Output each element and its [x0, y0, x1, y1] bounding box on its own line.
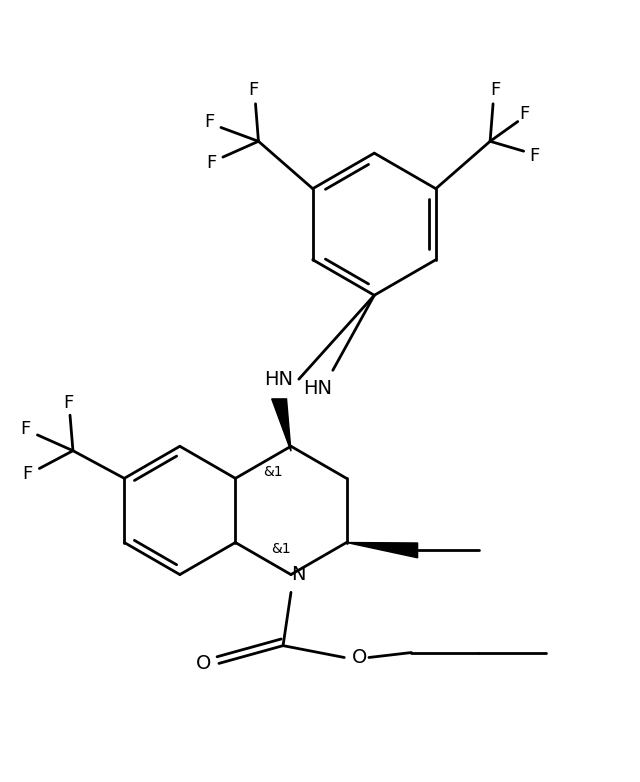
Text: F: F — [529, 147, 540, 165]
Text: O: O — [195, 654, 211, 673]
Text: F: F — [520, 105, 530, 123]
Polygon shape — [272, 399, 291, 451]
Text: F: F — [490, 81, 500, 99]
Text: F: F — [206, 154, 216, 172]
Text: F: F — [20, 420, 31, 438]
Text: N: N — [292, 565, 306, 584]
Text: O: O — [351, 648, 367, 667]
Text: HN: HN — [264, 370, 294, 389]
Polygon shape — [346, 543, 417, 558]
Text: &1: &1 — [264, 465, 283, 479]
Text: F: F — [204, 113, 214, 131]
Text: &1: &1 — [271, 542, 291, 556]
Text: F: F — [248, 81, 259, 99]
Text: HN: HN — [303, 378, 333, 397]
Text: F: F — [63, 394, 73, 412]
Text: F: F — [22, 465, 33, 483]
